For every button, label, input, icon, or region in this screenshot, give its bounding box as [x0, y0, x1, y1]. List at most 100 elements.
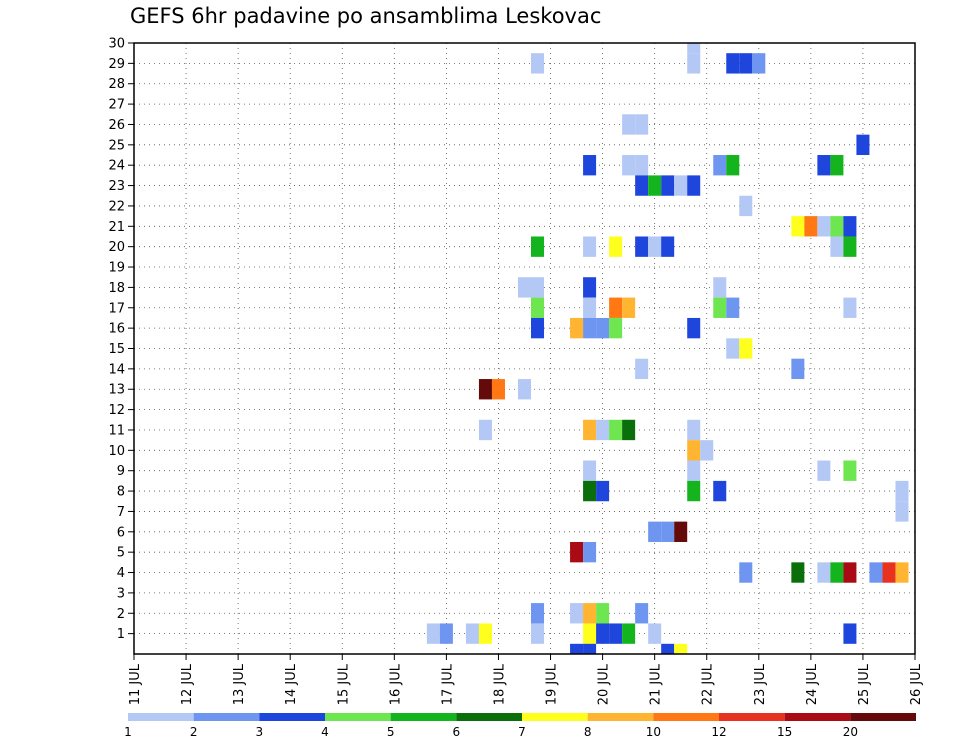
data-cell	[791, 216, 805, 237]
data-cell	[700, 440, 714, 461]
colorbar-label: 20	[843, 725, 858, 739]
y-tick-label: 1	[117, 627, 125, 642]
data-cell	[583, 155, 597, 176]
data-cell	[817, 460, 831, 481]
data-cell	[713, 155, 727, 176]
data-cell	[817, 155, 831, 176]
data-cell	[531, 53, 545, 74]
data-cell	[622, 419, 636, 441]
colorbar-label: 3	[256, 725, 264, 739]
data-cell	[661, 175, 675, 196]
data-cell	[687, 460, 701, 481]
data-cell	[843, 623, 857, 644]
colorbar-segment	[653, 713, 719, 721]
data-cell	[583, 480, 597, 502]
colorbar-segment	[522, 713, 588, 721]
data-cell	[674, 521, 688, 542]
data-cell	[791, 562, 805, 583]
data-cell	[635, 155, 649, 176]
data-cell	[491, 379, 505, 400]
colorbar-label: 7	[518, 725, 526, 739]
y-tick-label: 8	[117, 485, 125, 500]
y-tick-label: 28	[108, 77, 125, 92]
colorbar-segment	[784, 713, 851, 721]
data-cell	[648, 521, 662, 542]
data-cell	[622, 155, 636, 176]
data-cell	[531, 623, 545, 644]
data-cell	[830, 155, 844, 176]
data-cell	[583, 297, 597, 318]
y-tick-label: 24	[108, 159, 125, 174]
data-cell	[478, 379, 492, 400]
y-tick-label: 4	[117, 566, 125, 581]
colorbar-label: 8	[584, 725, 592, 739]
colorbar-label: 1	[124, 725, 132, 739]
data-cell	[843, 216, 857, 237]
data-cell	[830, 216, 844, 237]
data-cell	[439, 623, 453, 644]
data-cell	[622, 114, 636, 135]
y-tick-label: 17	[108, 301, 125, 316]
x-tick-label: 21 JUL	[649, 663, 664, 705]
data-cell	[517, 379, 532, 400]
data-cell	[817, 562, 831, 583]
data-cell	[687, 419, 701, 441]
x-tick-label: 11 JUL	[128, 663, 143, 705]
colorbar-segment	[850, 713, 916, 721]
y-tick-label: 26	[108, 118, 125, 133]
data-cell	[830, 562, 844, 583]
data-cell	[635, 175, 649, 196]
y-tick-label: 20	[108, 240, 125, 255]
data-cell	[583, 317, 597, 339]
colorbar-segment	[719, 713, 785, 721]
data-cell	[661, 521, 675, 542]
data-cell	[583, 236, 597, 257]
y-tick-label: 29	[108, 57, 125, 72]
data-cell	[895, 480, 909, 502]
data-cell	[583, 541, 597, 563]
colorbar-segment	[390, 713, 457, 721]
y-tick-label: 2	[117, 607, 125, 622]
data-cell	[596, 480, 610, 502]
data-cell	[465, 623, 479, 644]
y-tick-label: 11	[108, 423, 125, 438]
colorbar-label: 12	[711, 725, 726, 739]
x-tick-label: 25 JUL	[857, 663, 872, 705]
y-tick-label: 7	[117, 505, 125, 520]
chart-title: GEFS 6hr padavine po ansamblima Leskovac	[130, 4, 602, 28]
data-cell	[635, 236, 649, 257]
data-cell	[843, 297, 857, 318]
data-cell	[843, 460, 857, 481]
data-cell	[674, 643, 688, 654]
colorbar-segment	[456, 713, 522, 721]
data-cell	[895, 501, 909, 522]
data-cell	[531, 297, 545, 318]
data-cell	[583, 643, 597, 654]
data-cell	[713, 297, 727, 318]
data-cell	[517, 277, 532, 298]
colorbar-segment	[325, 713, 391, 721]
data-cell	[687, 53, 701, 74]
data-cell	[609, 317, 623, 339]
data-cell	[531, 317, 545, 339]
data-cell	[752, 53, 766, 74]
data-cell	[596, 317, 610, 339]
y-tick-label: 9	[117, 464, 125, 479]
data-cell	[687, 175, 701, 196]
y-tick-label: 18	[108, 281, 125, 296]
data-cell	[895, 562, 909, 583]
data-cell	[426, 623, 440, 644]
data-cell	[830, 236, 844, 257]
data-cell	[583, 419, 597, 441]
data-cell	[609, 236, 623, 257]
data-cell	[583, 603, 597, 624]
colorbar-segment	[128, 713, 194, 721]
data-cell	[609, 297, 623, 318]
data-cell	[596, 623, 610, 644]
data-cell	[817, 216, 831, 237]
y-tick-label: 5	[117, 546, 125, 561]
y-tick-label: 25	[108, 138, 125, 153]
colorbar-label: 2	[190, 725, 198, 739]
y-tick-label: 30	[108, 37, 125, 52]
